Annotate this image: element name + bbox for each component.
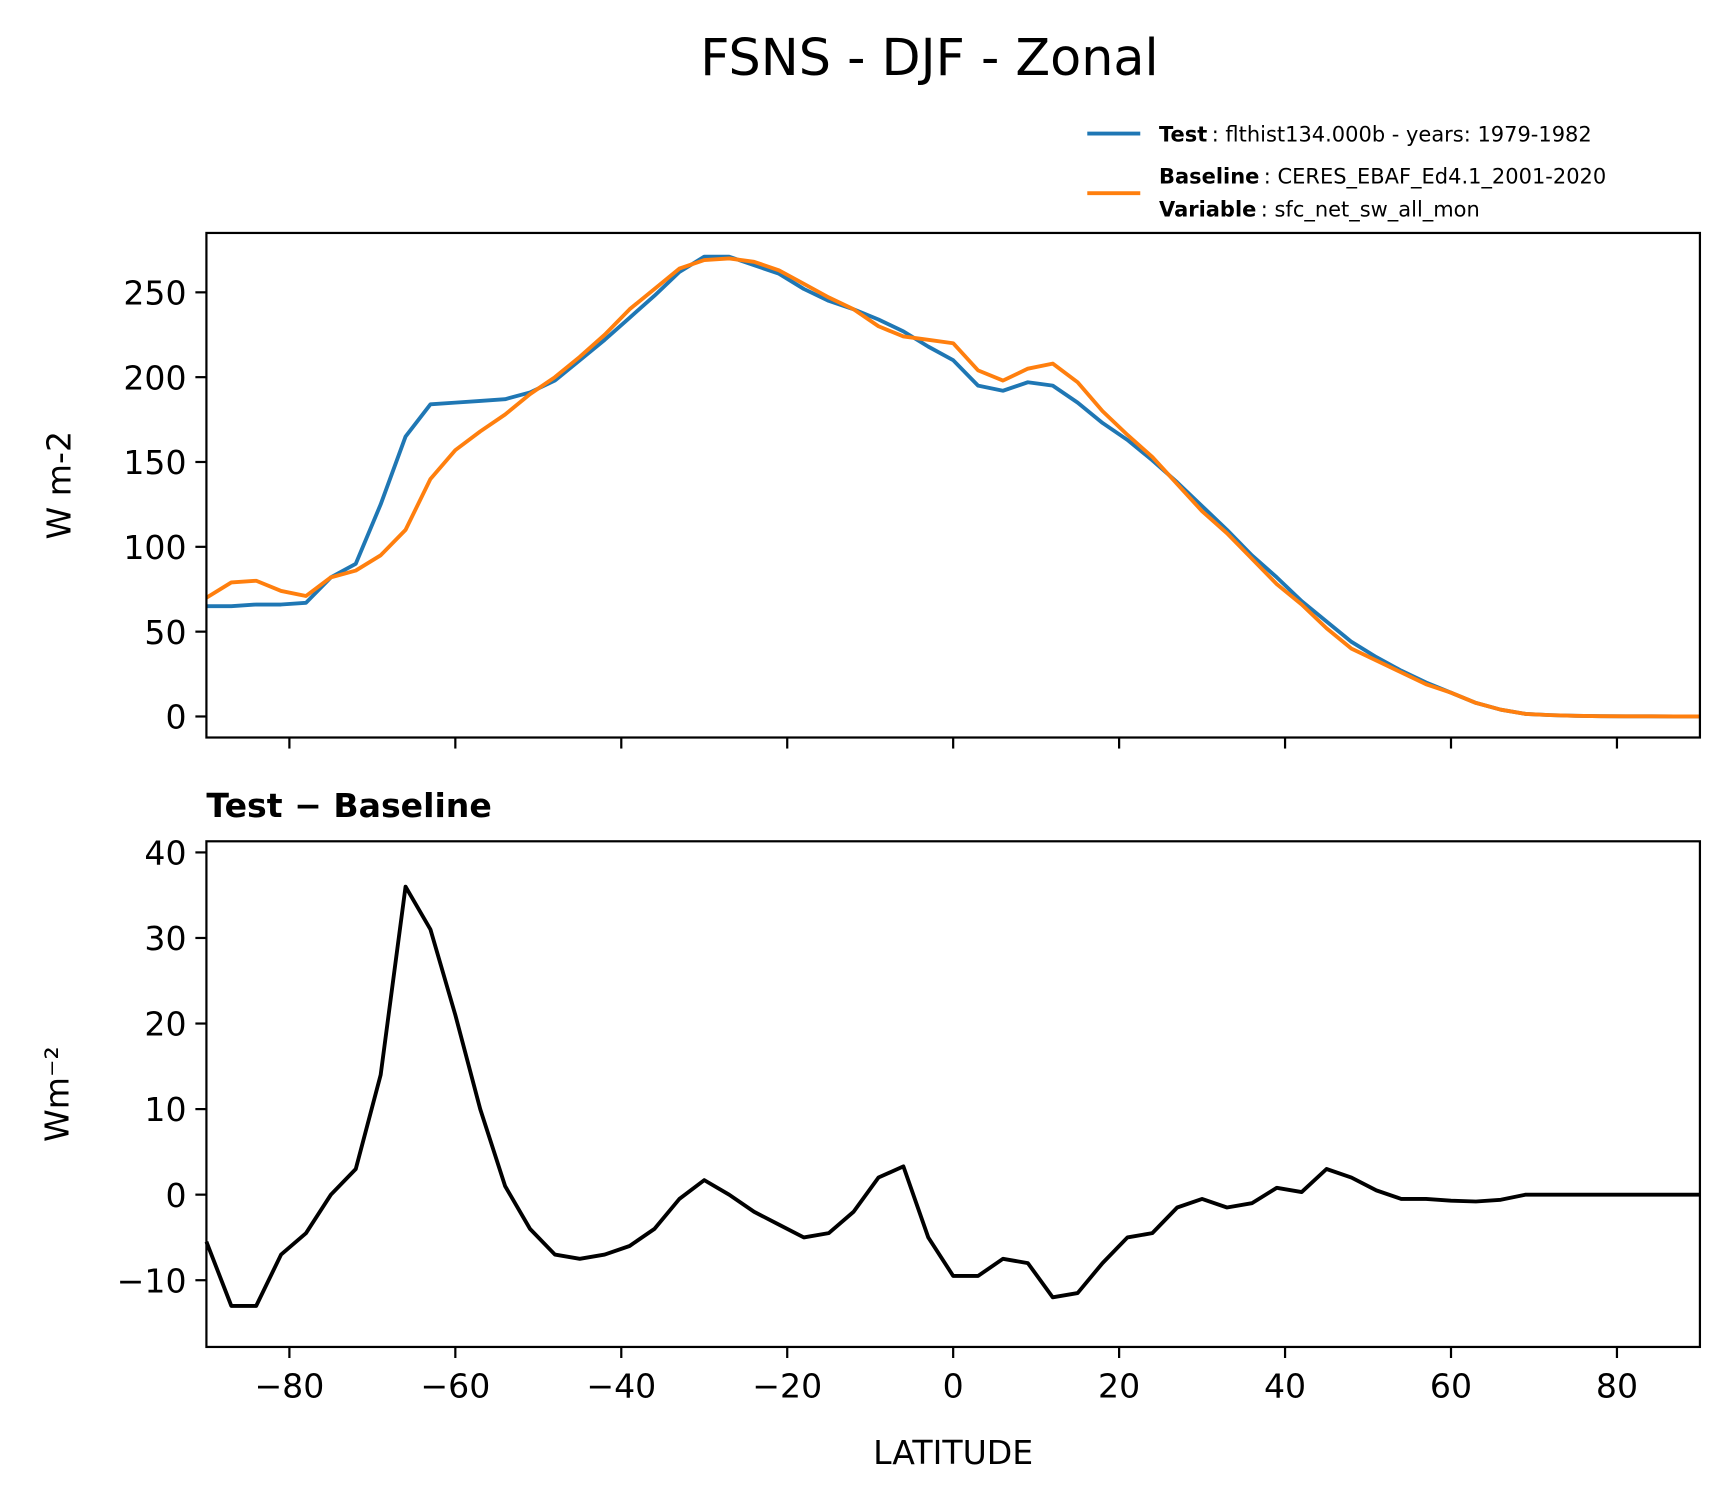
legend-entry: Test: flthist134.000b - years: 1979-1982 [1159, 122, 1592, 146]
y-tick-label: 150 [123, 443, 186, 482]
x-tick-label: −20 [752, 1367, 822, 1406]
y-axis-label: Wm⁻² [37, 1046, 76, 1142]
data-line [204, 884, 1700, 1308]
legend-name: Baseline [1159, 164, 1259, 188]
x-tick-label: 60 [1430, 1367, 1472, 1406]
y-tick-label: 200 [123, 358, 186, 397]
data-line [206, 254, 1700, 719]
x-tick-label: 0 [943, 1367, 964, 1406]
y-tick-label: 250 [123, 273, 186, 312]
x-tick-label: −80 [254, 1367, 324, 1406]
legend-description: : CERES_EBAF_Ed4.1_2001-2020 [1264, 164, 1606, 189]
data-line [205, 256, 1700, 719]
y-tick-label: 10 [144, 1090, 186, 1129]
y-tick-label: 30 [144, 919, 186, 958]
x-tick-label: 20 [1098, 1367, 1140, 1406]
legend-entry: Baseline: CERES_EBAF_Ed4.1_2001-2020 [1159, 164, 1606, 189]
y-tick-label: −10 [117, 1261, 187, 1300]
legend-entry: Variable: sfc_net_sw_all_mon [1159, 197, 1480, 222]
legend-name: Variable [1159, 197, 1256, 221]
axes-frame [205, 840, 1702, 1349]
y-tick-label: 50 [144, 613, 186, 652]
y-tick-label: 40 [144, 834, 186, 873]
y-tick-label: 20 [144, 1005, 186, 1044]
legend-name: Test [1159, 122, 1207, 146]
y-tick-label: 0 [165, 1176, 186, 1215]
y-axis-label: W m-2 [40, 431, 79, 540]
x-tick-label: 40 [1264, 1367, 1306, 1406]
legend-description: : flthist134.000b - years: 1979-1982 [1212, 122, 1592, 146]
x-axis-label: LATITUDE [873, 1433, 1033, 1472]
figure-title: FSNS - DJF - Zonal [700, 28, 1158, 87]
legend-description: : sfc_net_sw_all_mon [1261, 197, 1480, 222]
panel-title: Test − Baseline [206, 786, 491, 825]
x-tick-label: 80 [1596, 1367, 1638, 1406]
y-tick-label: 0 [165, 698, 186, 737]
x-tick-label: −40 [586, 1367, 656, 1406]
axes-frame [205, 231, 1702, 739]
x-tick-label: −60 [420, 1367, 490, 1406]
y-tick-label: 100 [123, 528, 186, 567]
